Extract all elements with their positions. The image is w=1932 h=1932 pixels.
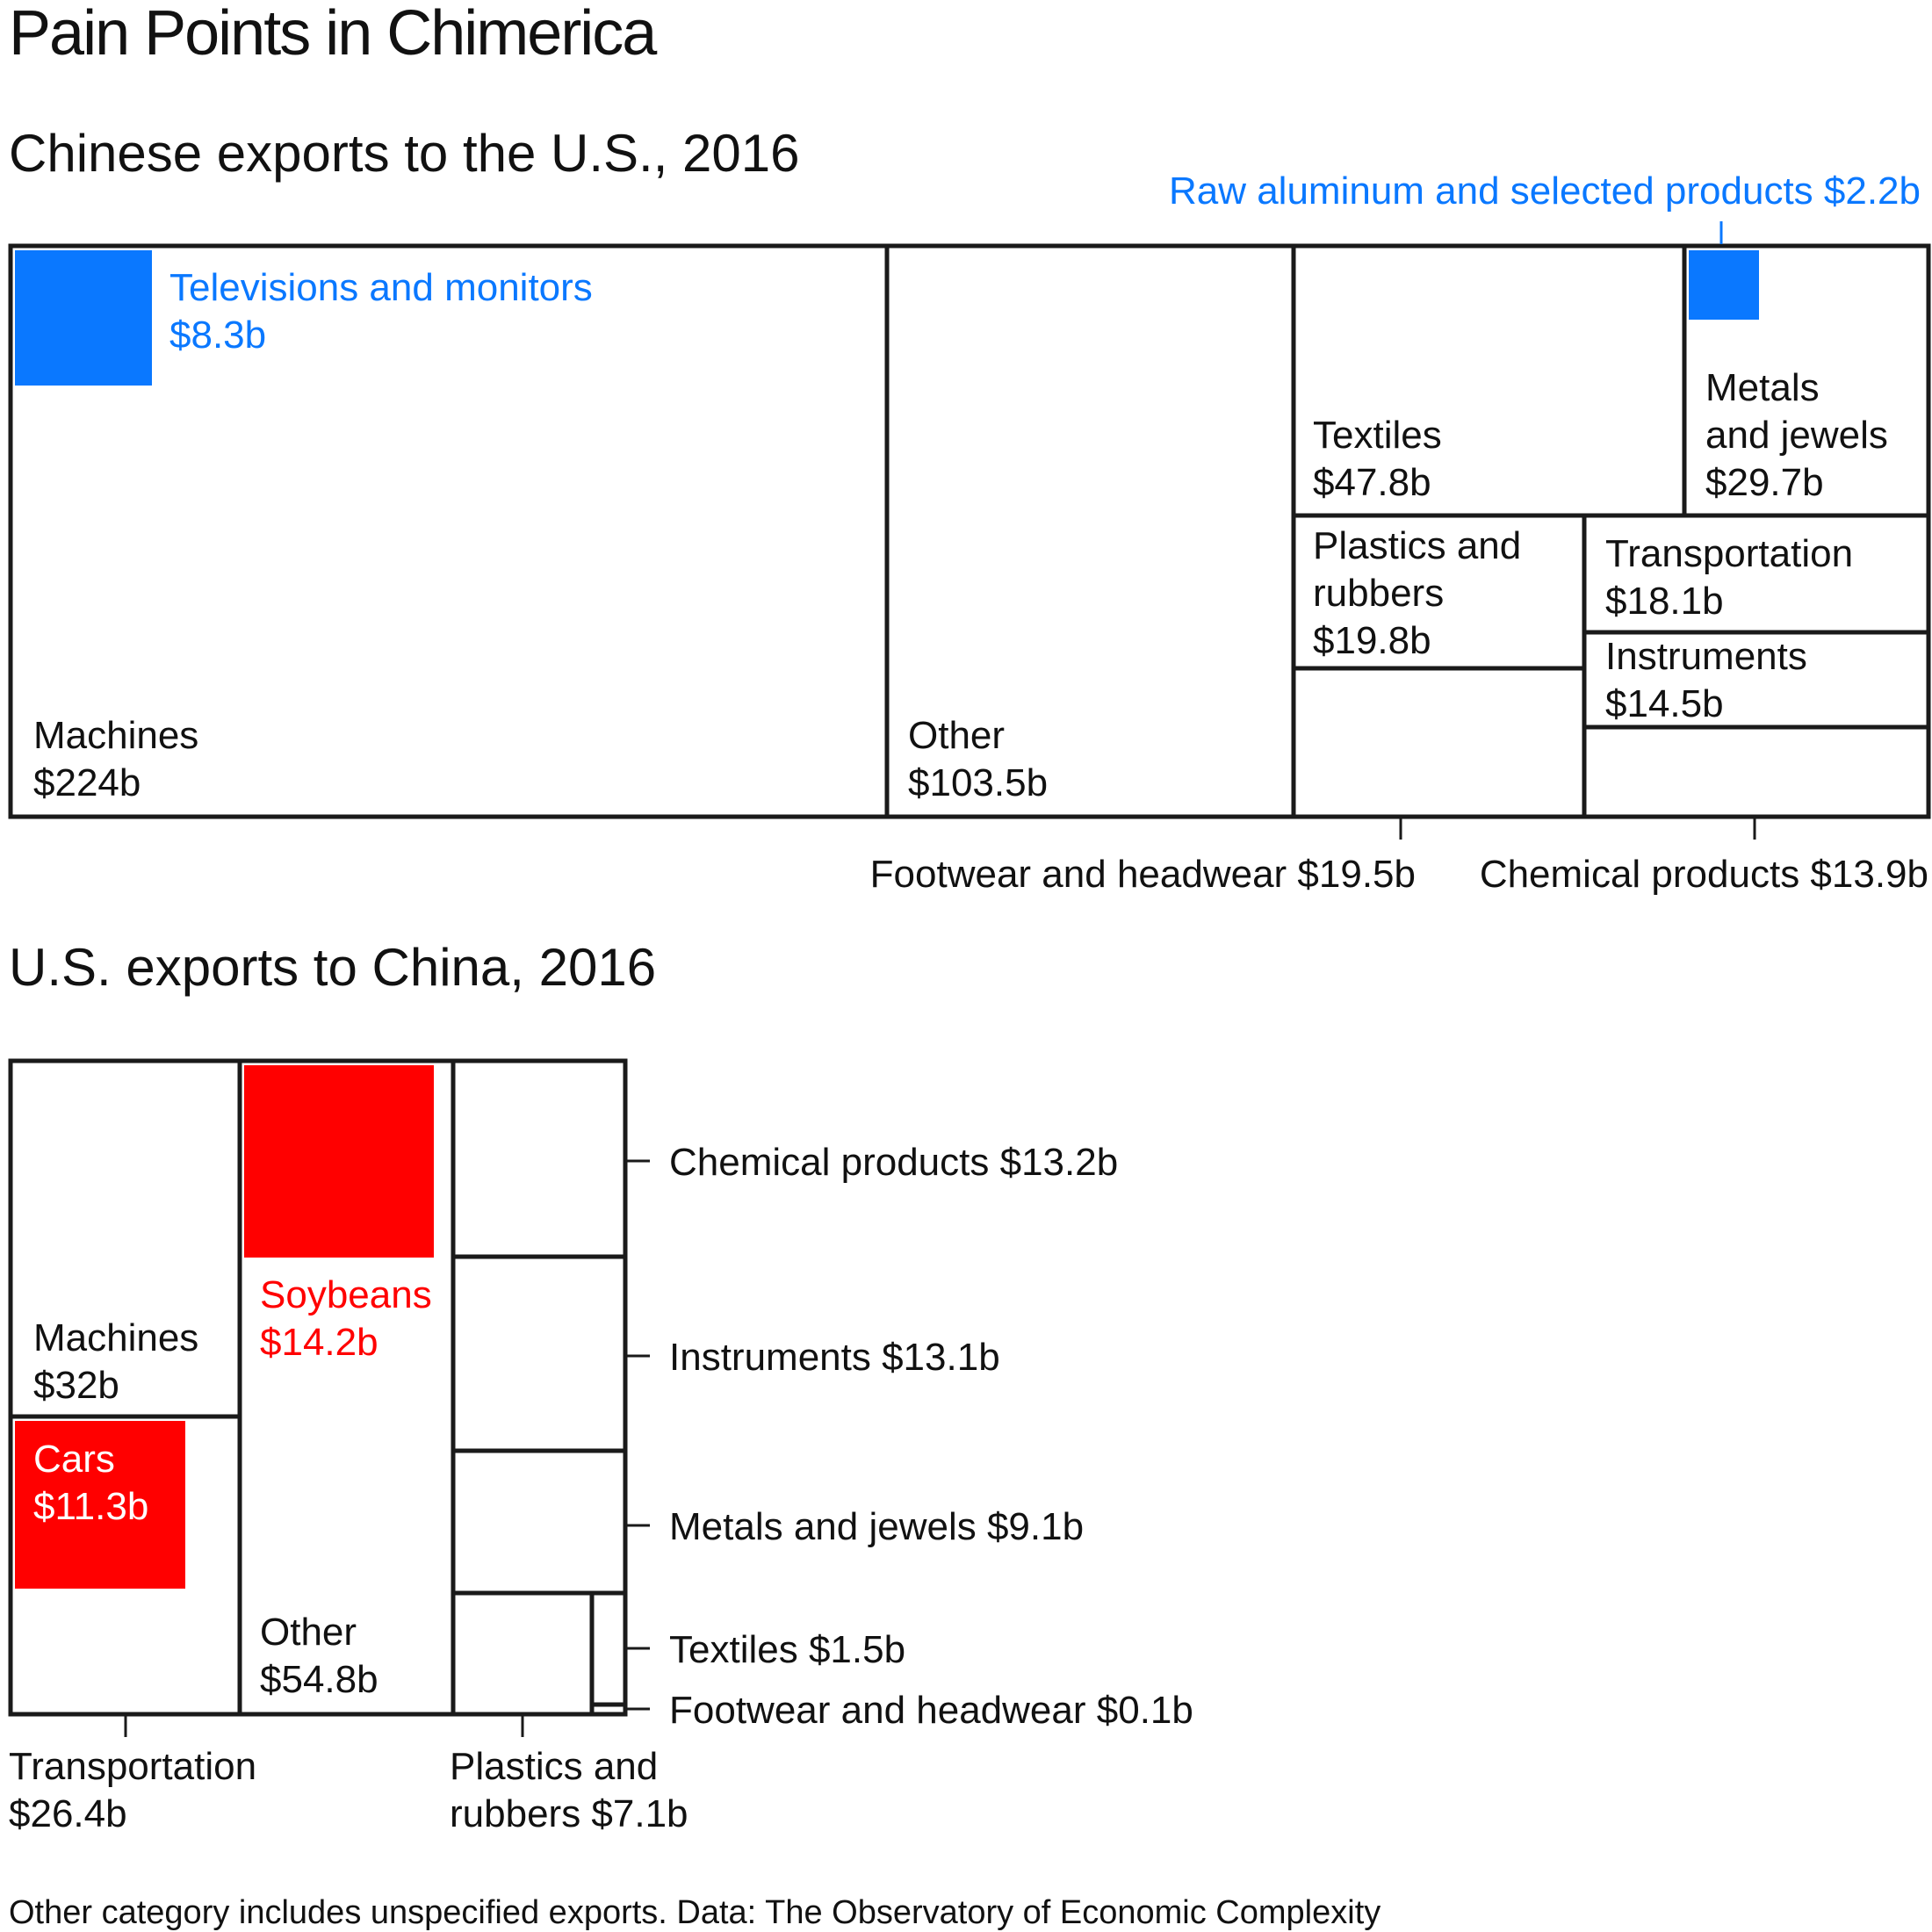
label-china-metals-jewels-line-2: and jewels xyxy=(1705,414,1888,457)
label-china-transportation-line-2: $18.1b xyxy=(1605,580,1724,623)
label-us-chemical-products: Chemical products $13.2b xyxy=(669,1141,1118,1184)
label-china-transportation-line-1: Transportation xyxy=(1605,532,1853,575)
highlight-cars xyxy=(15,1421,185,1589)
label-soybeans-line-2: $14.2b xyxy=(260,1321,378,1364)
label-televisions-monitors-line-2: $8.3b xyxy=(169,314,266,357)
label-us-machines-line-2: $32b xyxy=(33,1364,119,1407)
label-china-metals-jewels-line-3: $29.7b xyxy=(1705,461,1824,504)
footnote: Other category includes unspecified expo… xyxy=(9,1894,1381,1931)
label-china-plastics-rubbers-line-3: $19.8b xyxy=(1313,619,1431,662)
label-soybeans-line-1: Soybeans xyxy=(260,1273,432,1316)
label-cars-line-1: Cars xyxy=(33,1438,115,1481)
cell-us-textiles xyxy=(589,1590,628,1707)
label-us-textiles: Textiles $1.5b xyxy=(669,1628,905,1671)
label-cars-line-2: $11.3b xyxy=(33,1485,148,1528)
label-china-other-line-2: $103.5b xyxy=(908,761,1048,804)
cell-us-plastics-rubbers xyxy=(451,1590,595,1717)
label-china-metals-jewels-line-1: Metals xyxy=(1705,366,1820,409)
label-raw-aluminum: Raw aluminum and selected products $2.2b xyxy=(1169,169,1921,213)
cell-us-metals-jewels xyxy=(451,1448,628,1596)
subtitle-us-exports: U.S. exports to China, 2016 xyxy=(9,938,656,997)
highlight-televisions-monitors xyxy=(15,250,152,386)
label-us-metals-jewels: Metals and jewels $9.1b xyxy=(669,1505,1084,1548)
label-china-plastics-rubbers-line-1: Plastics and xyxy=(1313,524,1521,567)
label-us-instruments: Instruments $13.1b xyxy=(669,1336,1000,1379)
label-china-chemical-products: Chemical products $13.9b xyxy=(1480,853,1928,896)
cell-china-chemical-products xyxy=(1582,724,1931,819)
label-us-plastics-rubbers-line-2: rubbers $7.1b xyxy=(450,1792,688,1835)
cell-us-footwear-headwear xyxy=(589,1702,628,1717)
highlight-raw-aluminum xyxy=(1689,250,1759,320)
label-china-plastics-rubbers-line-2: rubbers xyxy=(1313,572,1444,615)
label-televisions-monitors-line-1: Televisions and monitors xyxy=(169,266,593,309)
label-china-textiles-line-2: $47.8b xyxy=(1313,461,1431,504)
cell-us-chemical-products xyxy=(451,1058,628,1259)
label-us-plastics-rubbers-line-1: Plastics and xyxy=(450,1745,658,1788)
label-us-transportation-line-2: $26.4b xyxy=(9,1792,127,1835)
label-china-machines-line-1: Machines xyxy=(33,714,198,757)
label-china-machines-line-2: $224b xyxy=(33,761,141,804)
label-us-other-line-2: $54.8b xyxy=(260,1658,378,1701)
label-china-other-line-1: Other xyxy=(908,714,1005,757)
label-china-footwear-headwear: Footwear and headwear $19.5b xyxy=(870,853,1416,896)
label-china-instruments-line-2: $14.5b xyxy=(1605,682,1724,725)
label-us-transportation-line-1: Transportation xyxy=(9,1745,256,1788)
label-china-instruments-line-1: Instruments xyxy=(1605,635,1807,678)
label-china-textiles-line-1: Textiles xyxy=(1313,414,1442,457)
subtitle-china-exports: Chinese exports to the U.S., 2016 xyxy=(9,124,800,183)
label-us-footwear-headwear: Footwear and headwear $0.1b xyxy=(669,1689,1193,1732)
highlight-soybeans xyxy=(244,1065,434,1258)
label-us-other-line-1: Other xyxy=(260,1611,357,1654)
cell-us-instruments xyxy=(451,1254,628,1453)
chart-title: Pain Points in Chimerica xyxy=(9,0,658,68)
label-us-machines-line-1: Machines xyxy=(33,1316,198,1359)
cell-china-footwear-headwear xyxy=(1291,666,1587,819)
